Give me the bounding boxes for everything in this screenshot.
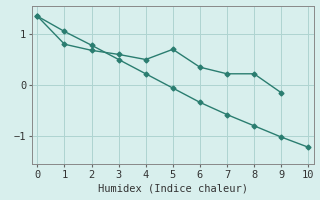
X-axis label: Humidex (Indice chaleur): Humidex (Indice chaleur) — [98, 184, 248, 194]
